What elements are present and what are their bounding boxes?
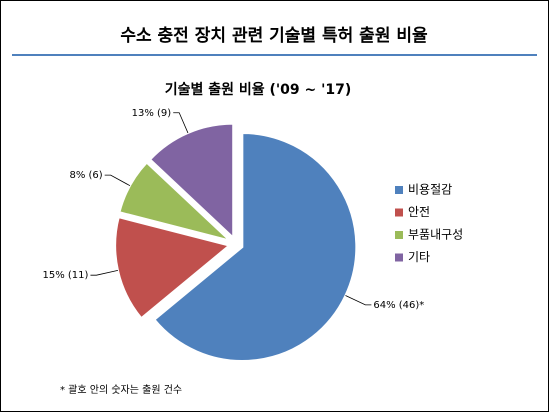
- leader-line: [90, 270, 119, 276]
- data-label: 8% (6): [69, 170, 102, 181]
- legend-swatch: [395, 208, 403, 217]
- legend-label: 비용절감: [408, 183, 452, 197]
- pie-slice: [153, 131, 358, 362]
- footnote: * 괄호 안의 숫자는 출원 건수: [60, 384, 182, 396]
- data-label: 15% (11): [43, 270, 89, 281]
- pie-slice: [118, 161, 231, 242]
- legend-label: 기타: [408, 250, 430, 264]
- pie-slice: [114, 215, 232, 320]
- legend-label: 부품내구성: [408, 228, 463, 242]
- leader-line: [104, 174, 131, 187]
- chart-title: 기술별 출원 비율 ('09 ~ '17): [165, 81, 352, 98]
- legend-swatch: [395, 253, 403, 262]
- leader-line: [345, 295, 372, 306]
- data-label: 64% (46)*: [373, 300, 424, 311]
- legend-swatch: [395, 231, 403, 239]
- legend-swatch: [395, 186, 403, 194]
- leader-line: [173, 112, 189, 134]
- data-label: 13% (9): [132, 108, 172, 119]
- page-title: 수소 충전 장치 관련 기술별 특허 출원 비율: [120, 26, 428, 46]
- legend-label: 안전: [408, 205, 430, 219]
- pie-slice: [148, 122, 235, 240]
